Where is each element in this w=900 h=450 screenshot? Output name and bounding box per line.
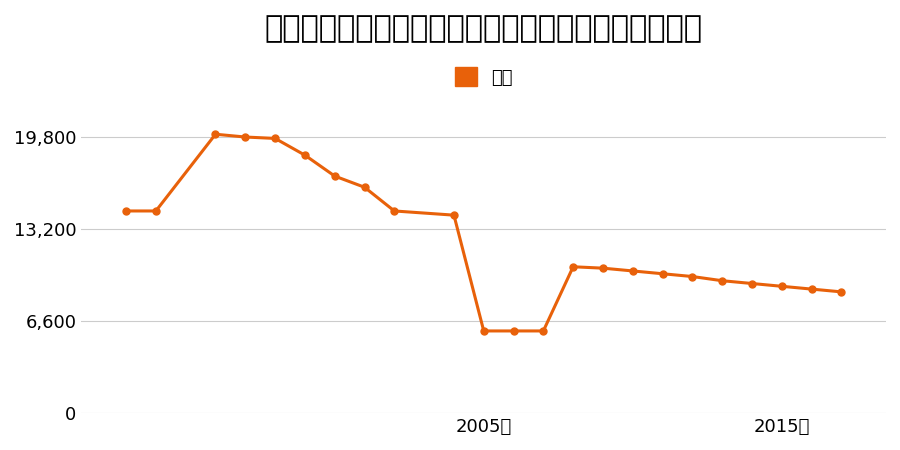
Legend: 価格: 価格	[447, 60, 520, 94]
Title: 宮城県白石市白川津田字小路屋敷７０番１の地価推移: 宮城県白石市白川津田字小路屋敷７０番１の地価推移	[265, 14, 703, 43]
